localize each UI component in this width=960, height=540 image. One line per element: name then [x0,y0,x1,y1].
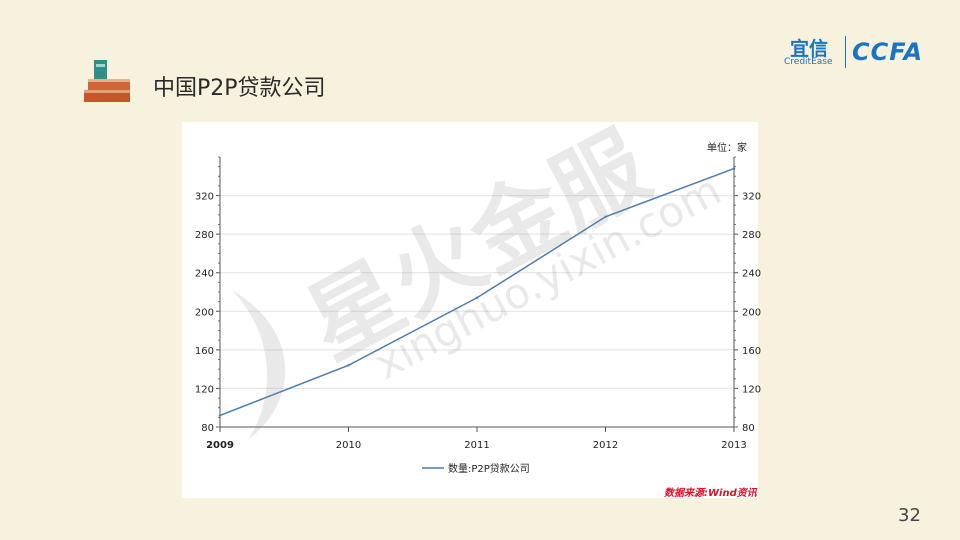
slide-title: 中国P2P贷款公司 [153,76,326,101]
y-tick-label-right: 280 [742,230,761,241]
tick-labels: 80 80 120 120 160 160 200 200 240 240 280 280 320 320… [195,192,761,451]
y-tick-label-right: 80 [742,423,755,434]
y-tick-label-left: 80 [201,423,214,434]
y-tick-label-left: 200 [195,307,214,318]
x-tick-label: 2011 [464,440,489,451]
source-note: 数据来源:Wind资讯 [664,488,757,499]
series-lines [218,167,736,417]
y-tick-label-left: 320 [195,192,214,203]
data-point [218,414,222,417]
data-point [347,364,350,367]
x-tick-label: 2010 [336,440,361,451]
unit-label: 单位：家 [707,143,747,154]
data-point [475,296,479,299]
data-point [732,167,736,170]
y-tick-label-left: 120 [195,384,214,395]
y-tick-label-right: 240 [742,269,761,280]
data-point [604,215,607,218]
y-tick-label-left: 240 [195,269,214,280]
logo-en-text: CreditEase [784,57,833,67]
y-tick-label-right: 320 [742,192,761,203]
logo-cn-text: 宜信 [790,38,829,60]
logo-ccfa-mark: CCFA [852,38,924,66]
y-tick-label-right: 120 [742,384,761,395]
x-tick-label: 2009 [206,440,234,451]
legend: 数量:P2P贷款公司 [422,462,530,475]
page-number: 32 [898,505,921,526]
x-tick-label: 2012 [593,440,618,451]
y-tick-label-left: 160 [195,346,214,357]
creditease-ccfa-logo: 宜信 CreditEase CCFA [782,34,932,70]
logo-divider [845,36,846,68]
y-tick-label-right: 160 [742,346,761,357]
books-icon [84,60,130,102]
axes [216,156,738,432]
x-tick-label: 2013 [721,440,746,451]
y-tick-label-right: 200 [742,307,761,318]
chart-panel [182,122,758,498]
legend-label: 数量:P2P贷款公司 [448,462,530,475]
y-tick-label-left: 280 [195,230,214,241]
watermark-flame-icon [232,290,286,440]
